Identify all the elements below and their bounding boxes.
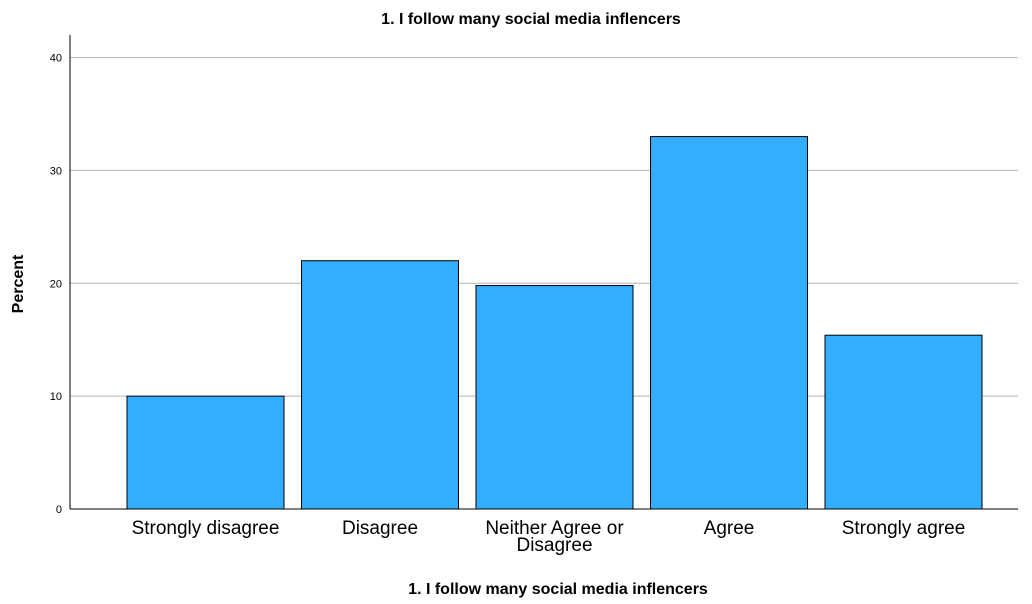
x-tick-label-line: Agree [704,518,755,539]
bar [126,395,285,510]
y-tick-label: 0 [56,504,62,516]
bar [824,334,983,510]
bar [475,285,634,510]
x-tick-label-line: Strongly agree [842,518,966,539]
y-tick-label: 30 [50,165,62,177]
x-tick-labels: Strongly disagree Disagree Neither Agree o… [132,518,966,556]
y-tick-labels: 0 10 20 30 40 [50,53,62,516]
x-tick-label-line: Disagree [342,518,418,539]
x-tick-label: Strongly agree [842,518,966,539]
y-axis-label: Percent [10,254,27,313]
bar [301,260,459,510]
x-tick-label-line: Disagree [516,535,592,556]
x-tick-label: Strongly disagree [132,518,280,539]
axes [69,35,1018,510]
x-tick-label: Disagree [342,518,418,539]
x-tick-label-line: Strongly disagree [132,518,280,539]
x-tick-label-line: Neither Agree or [485,518,624,539]
y-tick-label: 10 [50,391,62,403]
x-tick-label: Neither Agree or Disagree [485,518,624,556]
y-tick-label: 40 [50,53,62,65]
chart-title: 1. I follow many social media inflencers [381,11,681,28]
x-axis-label: 1. I follow many social media inflencers [408,581,708,598]
x-tick-label: Agree [704,518,755,539]
bar [650,136,808,510]
bars [126,136,983,510]
y-tick-label: 20 [50,278,62,290]
